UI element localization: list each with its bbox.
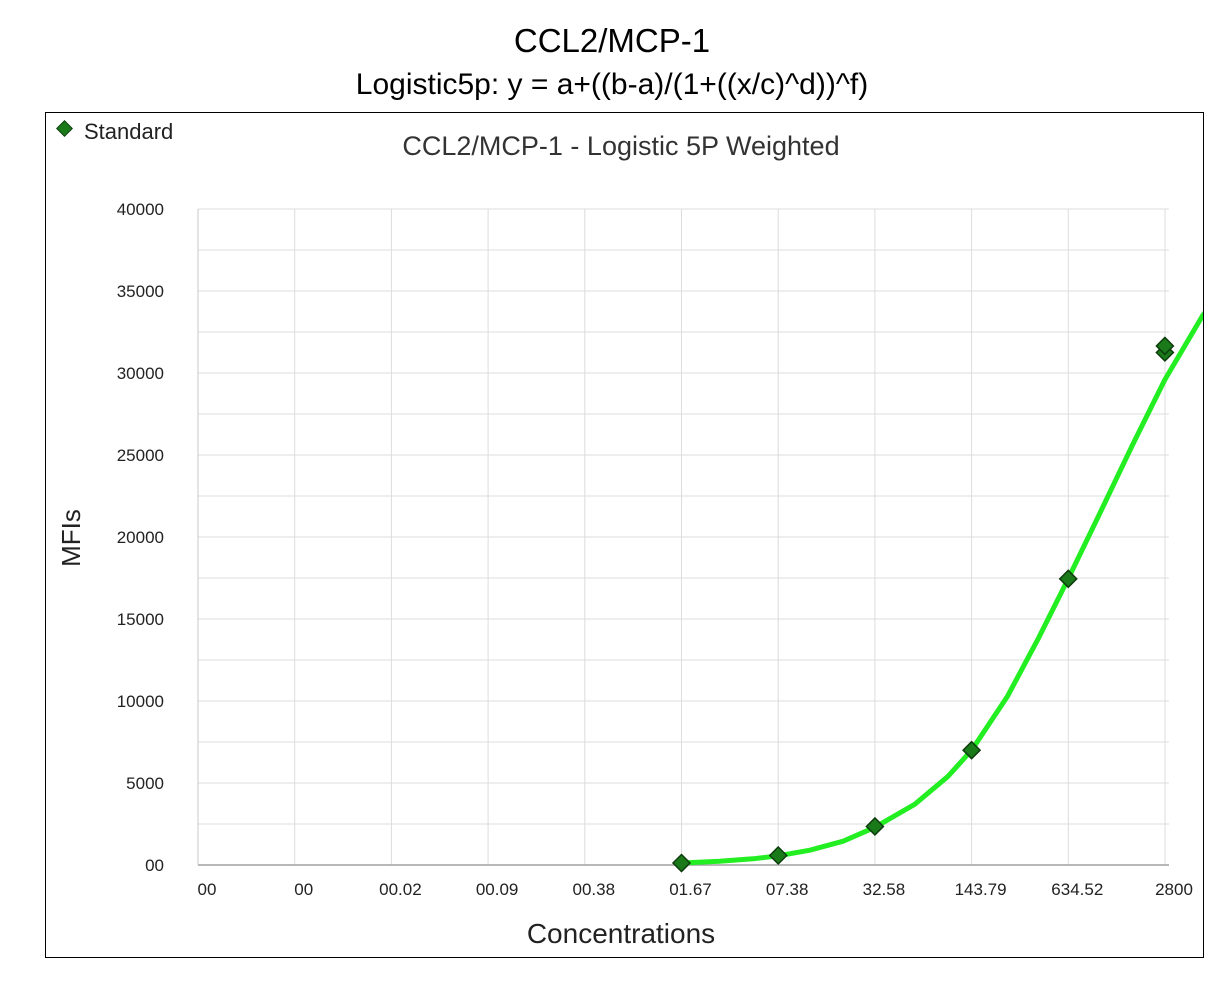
legend: Standard [56,119,173,144]
fit-curve [679,310,1203,866]
y-tick-label: 5000 [126,774,164,793]
chart-panel: 00 5000 10000 15000 20000 25000 30000 35000 4000… [45,112,1204,958]
standard-point [865,816,885,837]
x-tick-label: 143.79 [955,880,1007,899]
y-tick-label: 25000 [117,446,164,465]
x-tick-label: 00.38 [573,880,616,899]
x-tick-labels: 00 00 00.02 00.09 00.38 01.67 07.38 32.58 143.79… [198,880,1193,899]
x-tick-label: 00 [294,880,313,899]
standard-point [1155,336,1175,356]
standard-point [671,853,692,873]
x-tick-label: 634.52 [1051,880,1103,899]
page-title: CCL2/MCP-1 [513,22,711,59]
standard-point [768,845,788,866]
y-tick-labels: 00 5000 10000 15000 20000 25000 30000 35000 4000… [117,200,164,875]
x-axis-label: Concentrations [527,918,715,949]
y-tick-label: 20000 [117,528,164,547]
x-tick-label: 01.67 [669,880,712,899]
standard-point [962,740,982,760]
fit-curve-line [679,310,1203,866]
x-tick-label: 32.58 [863,880,906,899]
y-axis-label: MFIs [56,509,86,567]
y-tick-label: 00 [145,856,164,875]
y-tick-label: 40000 [117,200,164,219]
standard-point [1058,569,1078,589]
grid-lines [197,208,1169,866]
data-points [671,336,1175,873]
x-tick-label: 00.02 [379,880,422,899]
y-tick-label: 35000 [117,282,164,301]
chart-title: CCL2/MCP-1 - Logistic 5P Weighted [402,131,839,161]
y-tick-label: 30000 [117,364,164,383]
x-tick-label: 07.38 [766,880,809,899]
x-tick-label: 00.09 [476,880,519,899]
x-tick-label: 00 [198,880,217,899]
legend-marker [56,120,73,137]
y-tick-label: 15000 [117,610,164,629]
chart-canvas: 00 5000 10000 15000 20000 25000 30000 35000 4000… [56,119,1203,949]
legend-label: Standard [84,119,173,144]
equation-subtitle: Logistic5p: y = a+((b-a)/(1+((x/c)^d))^f… [355,68,869,101]
x-tick-label: 2800 [1155,880,1193,899]
y-tick-label: 10000 [117,692,164,711]
